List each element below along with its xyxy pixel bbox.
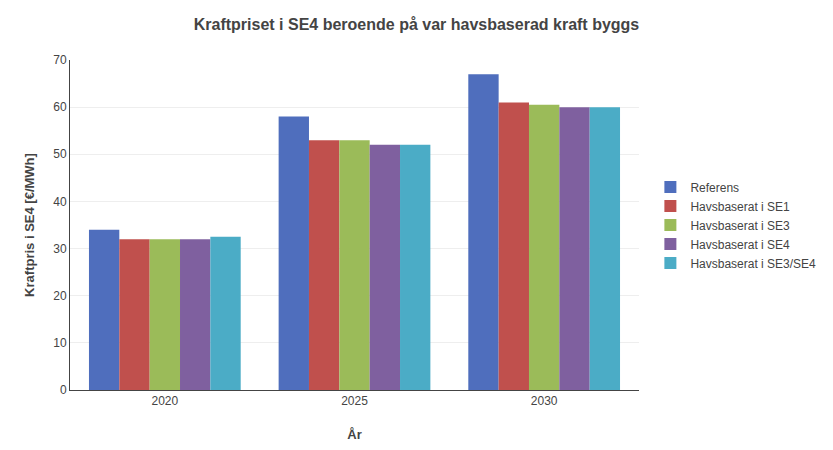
- svg-text:Havsbaserat i SE3/SE4: Havsbaserat i SE3/SE4: [690, 257, 816, 271]
- svg-text:Havsbaserat i SE4: Havsbaserat i SE4: [690, 238, 790, 252]
- svg-text:70: 70: [53, 53, 67, 67]
- svg-text:30: 30: [53, 242, 67, 256]
- svg-text:Havsbaserat i SE3: Havsbaserat i SE3: [690, 219, 790, 233]
- svg-text:2020: 2020: [151, 394, 178, 408]
- svg-text:0: 0: [60, 383, 67, 397]
- svg-text:20: 20: [53, 289, 67, 303]
- svg-text:Kraftpris i SE4 [€/MWh]: Kraftpris i SE4 [€/MWh]: [22, 153, 37, 297]
- svg-text:År: År: [347, 427, 361, 442]
- svg-text:60: 60: [53, 100, 67, 114]
- svg-text:2025: 2025: [341, 394, 368, 408]
- svg-text:Havsbaserat i SE1: Havsbaserat i SE1: [690, 200, 790, 214]
- svg-text:Kraftpriset i SE4 beroende på: Kraftpriset i SE4 beroende på var havsba…: [194, 16, 640, 33]
- svg-text:50: 50: [53, 147, 67, 161]
- svg-text:2030: 2030: [531, 394, 558, 408]
- svg-text:10: 10: [53, 336, 67, 350]
- svg-text:Referens: Referens: [690, 181, 739, 195]
- svg-text:40: 40: [53, 195, 67, 209]
